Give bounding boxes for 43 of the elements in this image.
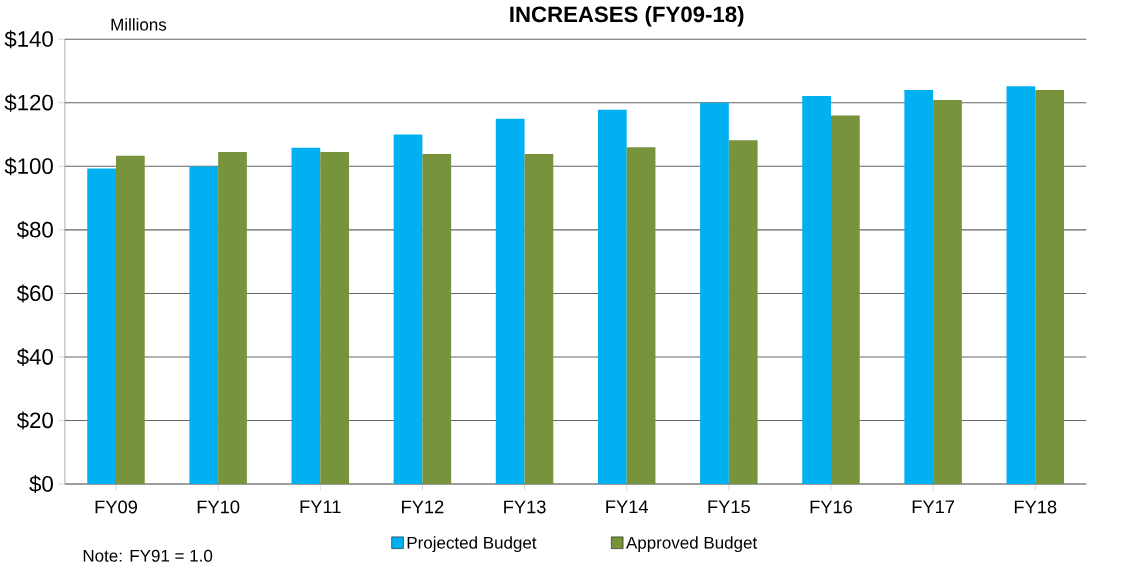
bar	[115, 155, 145, 484]
bar	[422, 153, 452, 484]
y-tick-label: $120	[4, 93, 53, 112]
bar	[933, 99, 962, 484]
bar	[87, 168, 116, 484]
legend-label: Projected Budget	[407, 536, 537, 552]
text: Note: FY91 = 1.0	[83, 549, 213, 562]
bar	[524, 153, 554, 484]
y-tick-label: $140	[4, 30, 53, 49]
bar	[218, 151, 247, 484]
x-tick-label: FY09	[95, 500, 137, 514]
bar	[495, 118, 525, 484]
x-tick-label: FY13	[504, 500, 546, 514]
y-tick-label: $80	[16, 220, 53, 239]
x-tick-label: FY18	[1014, 500, 1057, 514]
bar	[728, 140, 758, 484]
bar	[320, 151, 350, 484]
bar	[189, 166, 219, 484]
bar	[802, 95, 831, 484]
y-tick-label: $60	[16, 284, 53, 303]
bar	[393, 134, 423, 484]
legend-label: Approved Budget	[626, 536, 758, 552]
bar	[1006, 86, 1036, 484]
x-tick-label: FY14	[606, 500, 649, 513]
y-tick-label: $40	[16, 347, 53, 366]
x-tick-label: FY16	[810, 500, 853, 514]
bar	[904, 89, 934, 484]
bar	[700, 102, 729, 484]
x-tick-label: FY12	[402, 500, 444, 514]
x-tick-label: FY11	[300, 500, 341, 513]
y-tick-label: $0	[29, 474, 53, 493]
chart-title: INCREASES (FY09-18)	[510, 5, 744, 27]
y-axis-title: Millions	[111, 18, 167, 31]
bar	[1035, 89, 1065, 484]
bar	[291, 147, 321, 484]
x-tick-label: FY10	[197, 500, 240, 514]
bar	[597, 109, 627, 484]
bar	[830, 115, 860, 484]
x-tick-label: FY15	[708, 500, 750, 514]
bar	[626, 147, 656, 484]
y-tick-label: $100	[4, 157, 53, 176]
x-tick-label: FY17	[912, 500, 955, 513]
y-tick-label: $20	[16, 411, 53, 430]
